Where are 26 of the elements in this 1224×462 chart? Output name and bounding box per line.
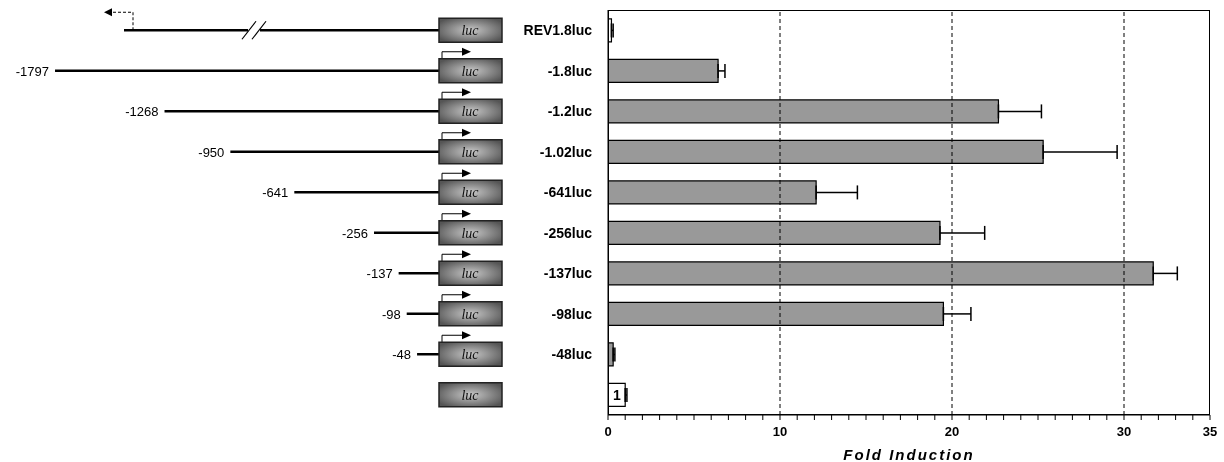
data-label: 1 bbox=[613, 386, 621, 403]
dna-construct: luc bbox=[104, 8, 503, 43]
y-tick-label: -1.2luc bbox=[547, 103, 593, 120]
dna-construct: -1797 luc bbox=[15, 47, 503, 84]
y-tick-label: -1.02luc bbox=[539, 143, 593, 160]
dna-construct: luc bbox=[438, 382, 503, 408]
x-tick-label: 10 bbox=[772, 424, 788, 439]
y-tick-label: -98luc bbox=[551, 305, 593, 322]
y-tick-label: -256luc bbox=[543, 224, 593, 241]
x-tick-label: 30 bbox=[1116, 424, 1132, 439]
dna-construct: -48 luc bbox=[392, 331, 503, 367]
dna-construct: -641 luc bbox=[262, 169, 503, 205]
y-tick-label: -48luc bbox=[551, 346, 593, 363]
y-tick-label: -641luc bbox=[543, 184, 593, 201]
y-tick-label: -137luc bbox=[543, 265, 593, 282]
y-tick-label: -1.8luc bbox=[547, 62, 593, 79]
dna-construct: -98 luc bbox=[381, 290, 503, 327]
dna-construct: -950 luc bbox=[198, 128, 503, 165]
x-tick-label: 35 bbox=[1202, 424, 1218, 439]
y-tick-label: REV1.8luc bbox=[523, 22, 593, 39]
dna-construct: -137 luc bbox=[366, 250, 503, 286]
x-axis-title: Fold Induction bbox=[843, 446, 975, 462]
dna-construct: -256 luc bbox=[342, 209, 503, 246]
x-tick-label: 0 bbox=[604, 424, 612, 439]
x-tick-label: 20 bbox=[944, 424, 960, 439]
dna-construct: -1268 luc bbox=[125, 88, 503, 124]
